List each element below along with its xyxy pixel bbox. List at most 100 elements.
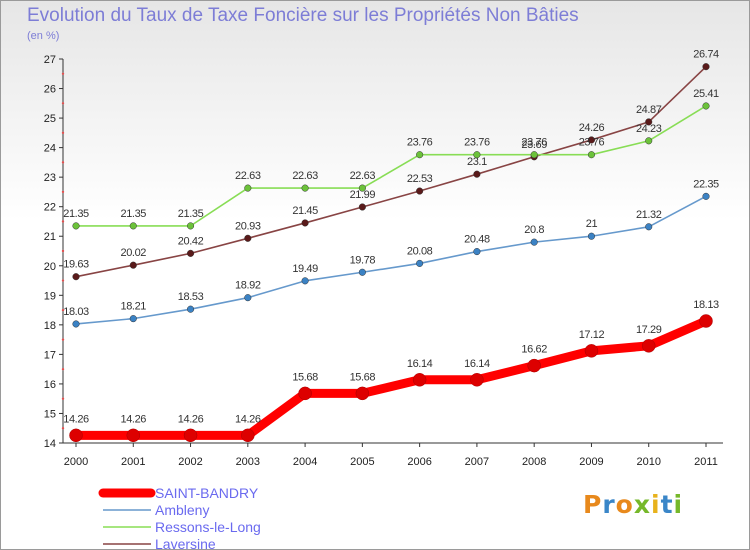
data-point (186, 305, 195, 313)
x-tick-label: 2005 (350, 456, 374, 468)
data-label: 23.76 (579, 137, 605, 149)
data-point (244, 234, 252, 242)
data-point (412, 373, 427, 387)
data-label: 22.63 (292, 170, 318, 182)
x-tick-label: 2006 (407, 456, 431, 468)
data-point (587, 151, 596, 159)
legend-label: Ambleny (155, 502, 209, 518)
data-point (358, 184, 366, 192)
data-label: 24.26 (579, 122, 605, 134)
data-point (298, 386, 312, 401)
data-label: 24.23 (636, 123, 662, 135)
chart-unit-label: (en %) (27, 30, 60, 42)
data-point (699, 314, 713, 328)
data-point (244, 184, 252, 192)
data-label: 21.35 (178, 208, 204, 220)
data-label: 23.76 (521, 137, 547, 149)
data-label: 19.49 (292, 263, 318, 275)
y-tick-label: 26 (44, 84, 56, 96)
data-point (358, 203, 366, 211)
data-label: 21 (586, 218, 598, 230)
data-label: 18.13 (693, 299, 719, 311)
series-line-SAINT-BANDRY (71, 316, 711, 440)
data-label: 22.63 (350, 170, 376, 182)
y-minor-dot (61, 367, 65, 371)
data-point (470, 373, 484, 387)
data-point (527, 358, 541, 373)
data-point (645, 223, 653, 231)
data-point (129, 261, 137, 269)
data-point (69, 428, 83, 443)
data-label: 18.21 (121, 301, 147, 313)
data-point (244, 294, 252, 302)
data-point (473, 151, 481, 159)
data-point (645, 118, 653, 126)
y-minor-dot (61, 131, 65, 135)
proxiti-logo: Proxiti (583, 490, 684, 519)
data-label: 16.14 (407, 358, 433, 370)
data-point (301, 219, 309, 227)
data-point (587, 232, 596, 240)
data-point (126, 428, 141, 443)
data-label: 23.76 (464, 137, 490, 149)
data-label: 24.87 (636, 104, 662, 116)
data-label: 26.74 (693, 49, 719, 61)
y-minor-dot (61, 220, 65, 223)
x-tick-label: 2011 (694, 456, 718, 468)
data-point (129, 315, 137, 323)
data-point (702, 192, 710, 200)
data-label: 15.68 (292, 371, 318, 383)
y-tick-label: 22 (44, 202, 56, 214)
x-tick-label: 2010 (636, 456, 660, 468)
chart-title: Evolution du Taux de Taxe Foncière sur l… (27, 5, 579, 26)
data-point (416, 151, 424, 159)
x-tick-label: 2000 (64, 456, 88, 468)
data-point (702, 102, 710, 110)
data-label: 17.29 (636, 324, 662, 336)
y-minor-dot (61, 338, 65, 341)
data-point (72, 222, 80, 230)
y-tick-label: 17 (44, 349, 56, 361)
data-label: 15.68 (350, 371, 376, 383)
data-point (301, 277, 309, 285)
data-label: 23.1 (467, 156, 487, 168)
data-point (530, 238, 538, 246)
series-line-Ambleny (75, 195, 707, 325)
y-tick-label: 27 (44, 54, 56, 66)
data-label: 21.99 (350, 189, 376, 201)
data-point (358, 268, 366, 276)
data-label: 23.76 (407, 137, 433, 149)
data-label: 20.48 (464, 234, 490, 246)
y-tick-label: 18 (44, 320, 56, 332)
data-point (702, 63, 710, 71)
y-minor-dot (61, 102, 65, 105)
y-minor-dot (61, 190, 65, 194)
data-point (355, 386, 370, 401)
data-point (241, 428, 255, 443)
data-label: 22.35 (693, 178, 719, 190)
data-point (129, 222, 137, 230)
y-minor-dot (61, 397, 65, 400)
data-label: 14.26 (178, 413, 204, 425)
data-point (645, 137, 653, 145)
data-point (587, 136, 596, 144)
data-label: 20.93 (235, 220, 261, 232)
y-minor-dot (61, 427, 65, 430)
y-tick-label: 14 (44, 438, 56, 450)
data-point (530, 151, 538, 159)
y-tick-label: 25 (44, 113, 56, 125)
data-label: 17.12 (579, 329, 605, 341)
data-point (186, 249, 195, 257)
data-label: 20.08 (407, 245, 433, 257)
legend-label: Ressons-le-Long (155, 519, 261, 535)
series-line-Ressons-le-Long (75, 105, 707, 227)
y-tick-label: 24 (44, 143, 56, 155)
y-tick-label: 21 (44, 231, 56, 243)
y-tick-label: 23 (44, 172, 56, 184)
data-label: 21.32 (636, 209, 662, 221)
series-line-Laversine (75, 65, 707, 278)
x-tick-label: 2003 (236, 456, 260, 468)
y-minor-dot (61, 279, 65, 282)
